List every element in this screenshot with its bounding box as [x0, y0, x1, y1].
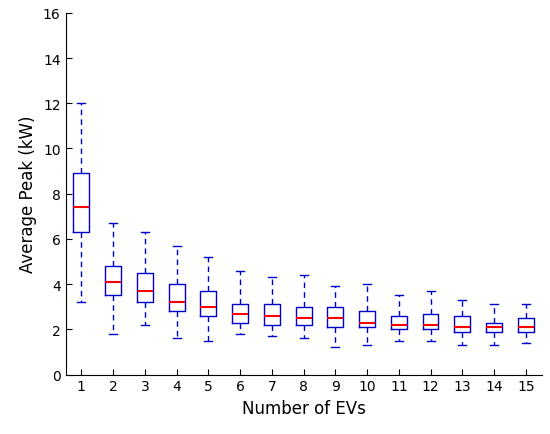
X-axis label: Number of EVs: Number of EVs — [241, 399, 366, 417]
Y-axis label: Average Peak (kW): Average Peak (kW) — [19, 116, 37, 273]
